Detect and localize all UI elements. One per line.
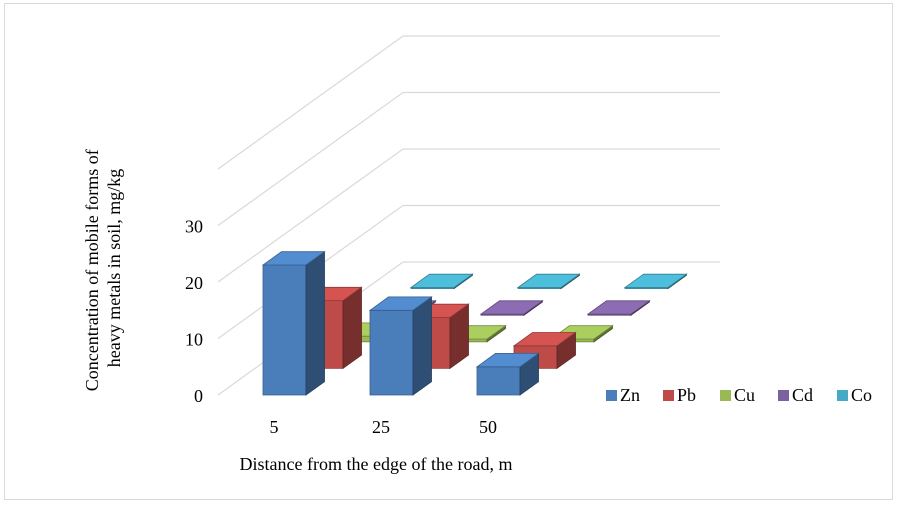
bar-co-50 (623, 273, 688, 290)
y-axis-title: Concentration of mobile forms of heavy m… (82, 145, 124, 391)
bar-top-face (623, 273, 688, 288)
x-tick-label: 25 (372, 417, 390, 437)
bar-top-face (475, 352, 540, 368)
bar-zn-5 (261, 250, 326, 396)
grid-layer (217, 35, 720, 396)
x-axis-title: Distance from the edge of the road, m (240, 454, 513, 474)
legend-label-cd: Cd (792, 385, 813, 405)
legend-swatch-cd (778, 390, 789, 401)
bar-top-face (512, 332, 577, 347)
y-tick-label: 10 (185, 330, 203, 350)
legend-label-pb: Pb (677, 385, 696, 405)
bar-zn-25 (368, 296, 433, 396)
bar-side-face (342, 286, 362, 370)
legend-layer: Zn Pb Cu Cd Co (606, 385, 872, 405)
legend-swatch-pb (663, 390, 674, 401)
x-tick-label: 50 (479, 417, 497, 437)
bar-front-face (262, 264, 307, 396)
bar-side-face (412, 296, 432, 396)
bar-zn-50 (475, 352, 540, 396)
bar-front-face (476, 366, 521, 396)
legend-swatch-zn (606, 390, 617, 401)
bar-top-face (261, 251, 326, 266)
bars-layer (261, 250, 688, 396)
bar-side-face (305, 250, 325, 396)
grid-line-side (217, 35, 404, 170)
bar-co-25 (516, 273, 581, 290)
bar-front-face (369, 309, 414, 396)
y-tick-label: 30 (185, 217, 203, 237)
legend-label-cu: Cu (734, 385, 755, 405)
legend-label-zn: Zn (620, 385, 640, 405)
bar-co-5 (409, 273, 474, 290)
chart-frame (4, 3, 893, 500)
x-tick-label: 5 (270, 417, 279, 437)
legend-swatch-co (837, 390, 848, 401)
y-tick-label: 20 (185, 273, 203, 293)
y-axis-title-line-2: heavy metals in soil, mg/kg (104, 169, 124, 367)
bar-top-face (368, 296, 433, 311)
y-tick-label: 0 (194, 386, 203, 406)
legend-swatch-cu (720, 390, 731, 401)
legend-label-co: Co (851, 385, 872, 405)
axis-layer: 0 10 20 30 5 25 50 (185, 217, 497, 438)
bar-cd-50 (586, 300, 651, 316)
bar-cd-25 (479, 300, 544, 316)
bar-top-face (409, 273, 474, 288)
grid-line-side (217, 148, 404, 283)
bar-top-face (516, 273, 581, 288)
y-axis-title-line-1: Concentration of mobile forms of (82, 149, 102, 391)
grid-line-side (217, 92, 404, 226)
bar-top-face (586, 300, 651, 315)
bar-top-face (479, 300, 544, 315)
